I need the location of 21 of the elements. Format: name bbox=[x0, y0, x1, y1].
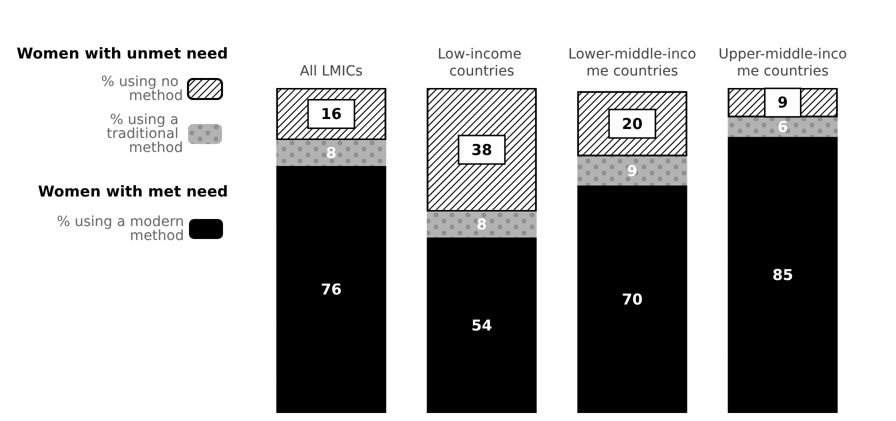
data-label: 9 bbox=[778, 94, 788, 112]
x-tick-label: All LMICs bbox=[300, 64, 363, 80]
data-label: 16 bbox=[320, 105, 342, 123]
legend-label: % using no method bbox=[101, 74, 183, 104]
data-label: 38 bbox=[471, 140, 492, 159]
data-label: 8 bbox=[476, 216, 487, 234]
text: Women with unmet need bbox=[16, 44, 228, 62]
data-label: 20 bbox=[622, 114, 643, 133]
data-label: 76 bbox=[320, 280, 342, 298]
data-label: 85 bbox=[772, 266, 794, 284]
x-tick-label: Lower-middle-income countries bbox=[568, 46, 696, 80]
text: Women with met need bbox=[38, 182, 228, 200]
data-label: 70 bbox=[622, 290, 643, 308]
legend-label: % using a modern method bbox=[56, 214, 184, 244]
data-label: 8 bbox=[326, 144, 336, 162]
legend-label: % using a traditional method bbox=[106, 112, 183, 156]
x-tick-label: Low-income countries bbox=[438, 46, 526, 80]
x-tick-label: Upper-middle-income countries bbox=[718, 46, 847, 80]
data-label: 9 bbox=[627, 162, 638, 180]
data-label: 54 bbox=[471, 316, 492, 334]
data-label: 6 bbox=[778, 118, 788, 136]
